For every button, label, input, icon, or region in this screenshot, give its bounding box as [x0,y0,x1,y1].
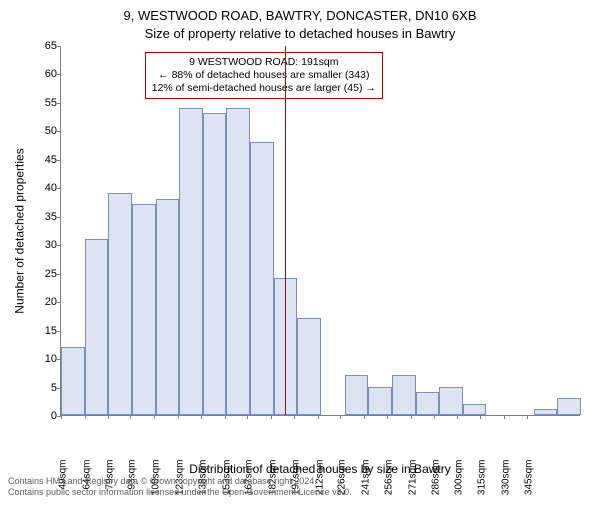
histogram-bar [203,113,227,415]
y-tick-label: 45 [29,154,57,166]
histogram-bar [132,204,156,415]
x-tick-mark [387,415,388,419]
y-tick-label: 10 [29,353,57,365]
x-tick-mark [271,415,272,419]
x-tick-mark [201,415,202,419]
x-tick-mark [247,415,248,419]
y-tick-mark [57,160,61,161]
histogram-bar [297,318,321,415]
histogram-bar [439,387,463,415]
footer-line2: Contains public sector information licen… [8,487,352,498]
y-tick-label: 60 [29,68,57,80]
histogram-bar [250,142,274,415]
x-tick-mark [364,415,365,419]
y-tick-label: 5 [29,382,57,394]
x-tick-mark [434,415,435,419]
y-tick-label: 40 [29,182,57,194]
x-tick-mark [480,415,481,419]
y-tick-label: 30 [29,239,57,251]
x-tick-mark [411,415,412,419]
chart-title-line1: 9, WESTWOOD ROAD, BAWTRY, DONCASTER, DN1… [0,8,600,23]
chart-container: 9, WESTWOOD ROAD, BAWTRY, DONCASTER, DN1… [0,0,600,500]
y-tick-label: 55 [29,97,57,109]
x-tick-mark [85,415,86,419]
histogram-bar [463,404,487,415]
x-tick-mark [294,415,295,419]
x-tick-mark [340,415,341,419]
plot-area: 9 WESTWOOD ROAD: 191sqm ← 88% of detache… [60,46,580,416]
chart-title-line2: Size of property relative to detached ho… [0,26,600,41]
callout-line2: ← 88% of detached houses are smaller (34… [152,69,376,82]
y-tick-mark [57,331,61,332]
y-tick-mark [57,245,61,246]
y-tick-label: 15 [29,325,57,337]
y-tick-label: 35 [29,211,57,223]
callout-box: 9 WESTWOOD ROAD: 191sqm ← 88% of detache… [145,52,383,99]
marker-line [285,46,286,415]
histogram-bar [368,387,392,415]
x-tick-mark [457,415,458,419]
x-tick-mark [130,415,131,419]
x-tick-mark [225,415,226,419]
histogram-bar [108,193,132,415]
y-tick-mark [57,274,61,275]
histogram-bar [416,392,440,415]
y-tick-mark [57,131,61,132]
y-tick-label: 0 [29,410,57,422]
y-tick-mark [57,46,61,47]
x-tick-mark [504,415,505,419]
y-tick-mark [57,74,61,75]
x-tick-mark [61,415,62,419]
histogram-bar [345,375,369,415]
y-tick-label: 20 [29,296,57,308]
y-axis-label: Number of detached properties [13,148,27,313]
footer-line1: Contains HM Land Registry data © Crown c… [8,476,352,487]
y-tick-label: 65 [29,40,57,52]
histogram-bar [392,375,416,415]
histogram-bar [557,398,581,415]
x-tick-mark [108,415,109,419]
histogram-bar [534,409,558,415]
x-axis-label: Distribution of detached houses by size … [60,462,580,476]
x-tick-mark [527,415,528,419]
histogram-bar [85,239,109,415]
x-tick-mark [154,415,155,419]
y-tick-mark [57,217,61,218]
y-tick-label: 50 [29,125,57,137]
y-tick-mark [57,302,61,303]
histogram-bar [156,199,180,415]
x-tick-mark [178,415,179,419]
x-tick-mark [318,415,319,419]
footer: Contains HM Land Registry data © Crown c… [8,476,352,498]
callout-line3: 12% of semi-detached houses are larger (… [152,82,376,95]
histogram-bar [226,108,250,415]
y-tick-label: 25 [29,268,57,280]
histogram-bar [61,347,85,415]
y-tick-mark [57,188,61,189]
y-axis-label-wrap: Number of detached properties [12,46,28,416]
y-tick-mark [57,103,61,104]
callout-line1: 9 WESTWOOD ROAD: 191sqm [152,56,376,69]
histogram-bar [179,108,203,415]
